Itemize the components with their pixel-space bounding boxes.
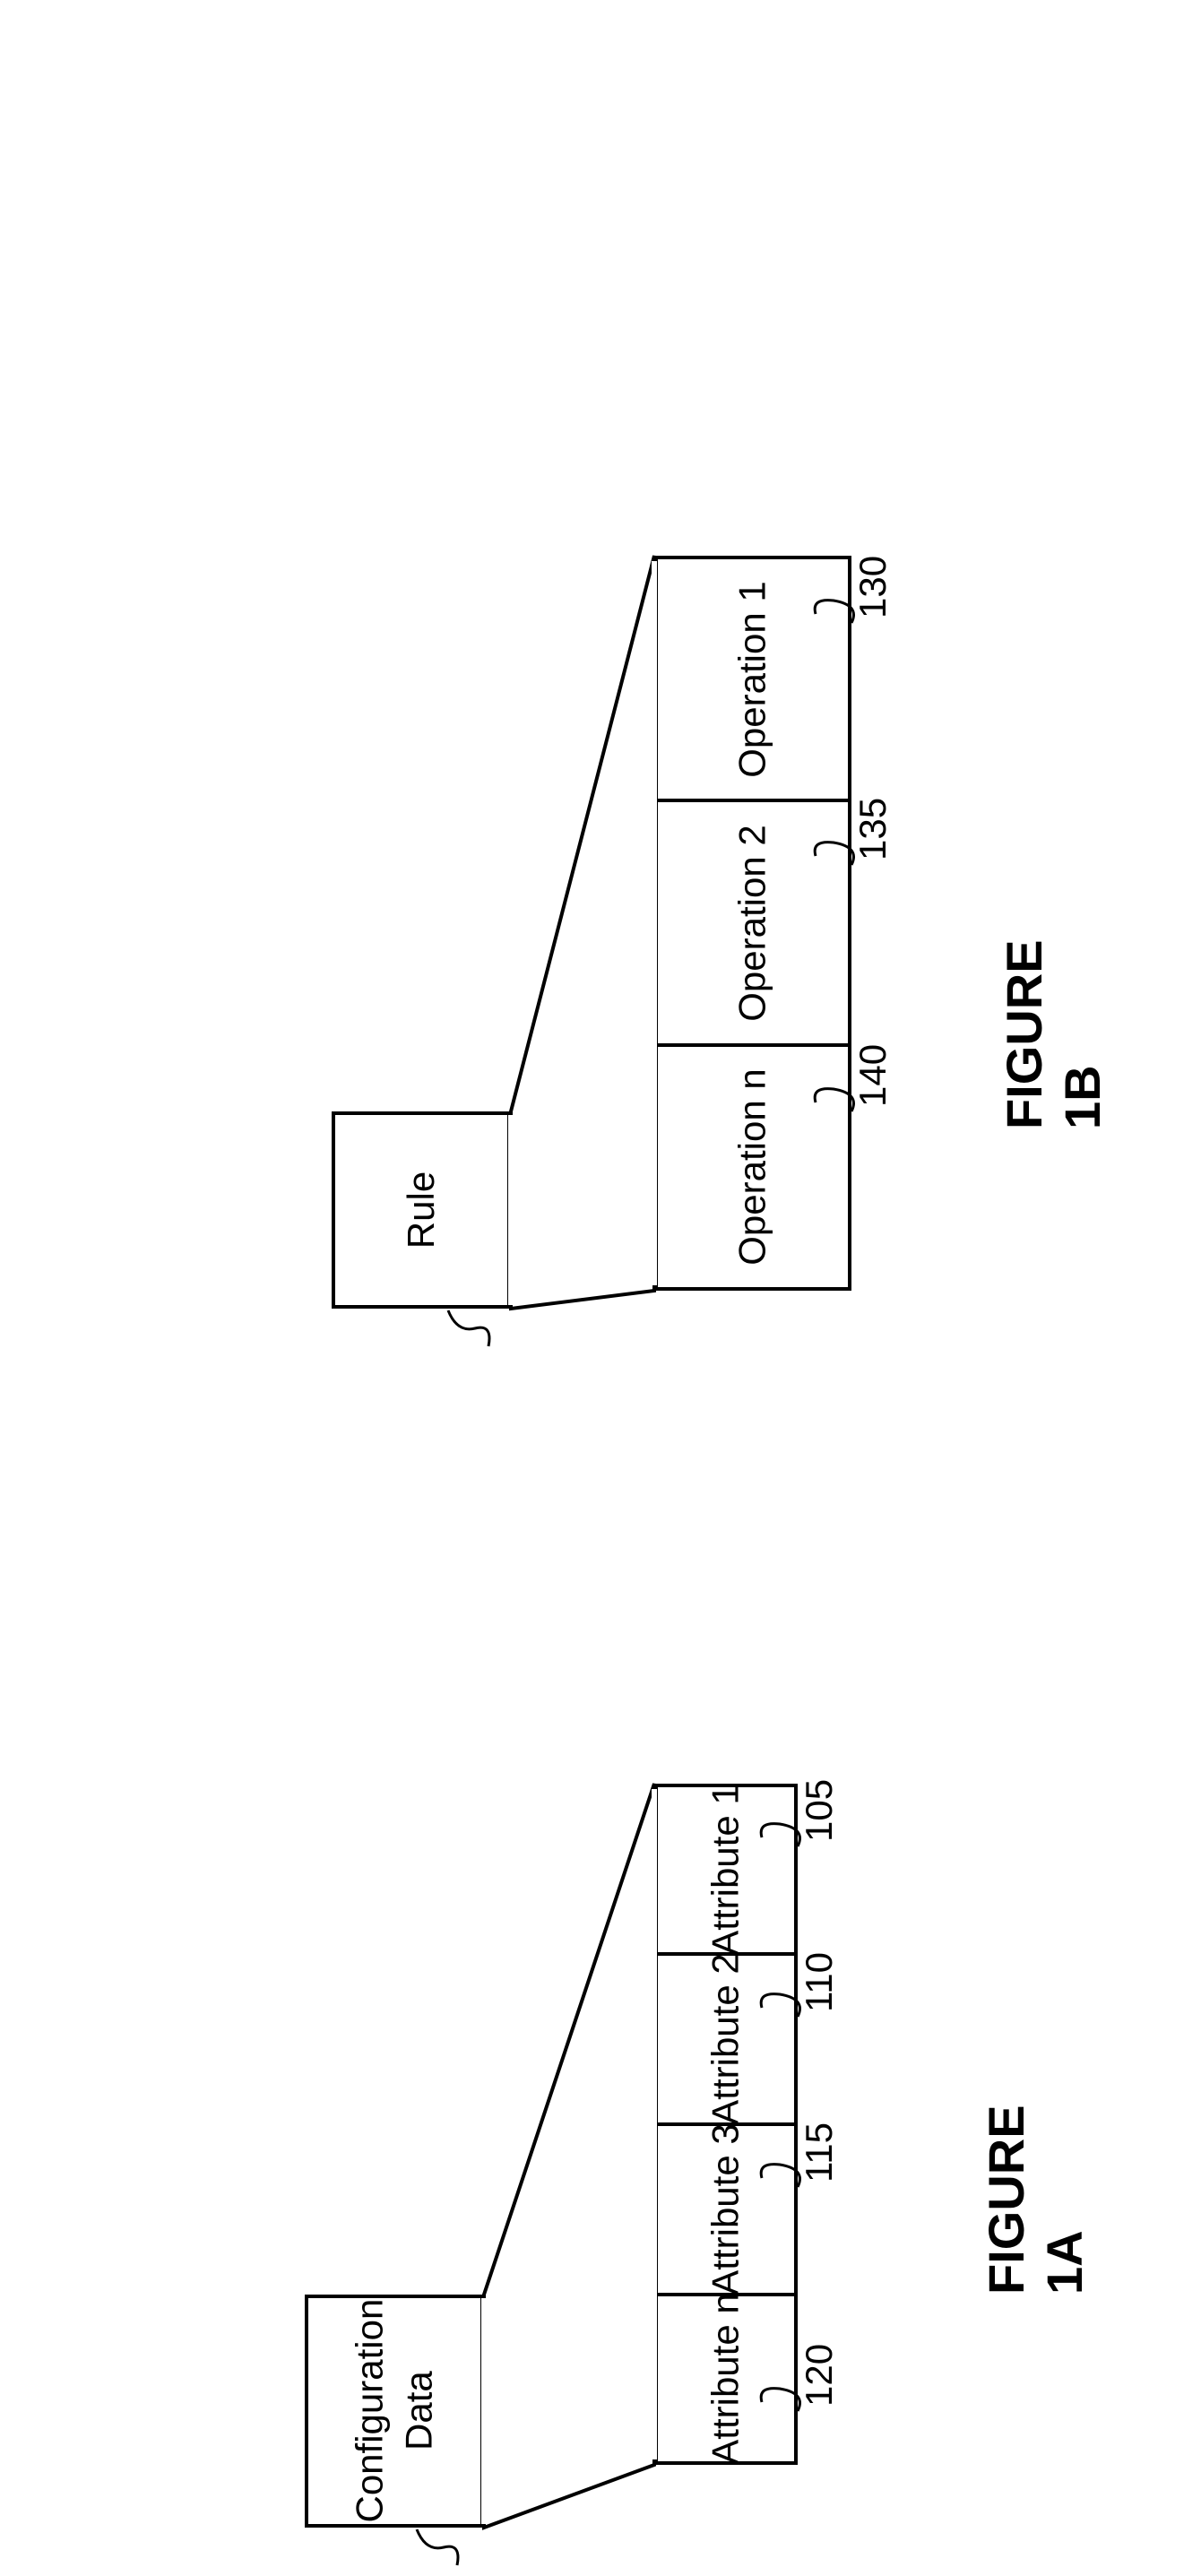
callout-100 xyxy=(417,2529,458,2565)
ref-105: 105 xyxy=(798,1779,841,1842)
operation-n-box: Operation n xyxy=(654,1045,851,1291)
attribute-3-label: Attribute 3 xyxy=(704,2123,747,2295)
attribute-2-label: Attribute 2 xyxy=(704,1953,747,2124)
rule-box: Rule xyxy=(332,1111,511,1309)
attribute-2-box: Attribute 2 xyxy=(654,1954,798,2124)
operation-1-box: Operation 1 xyxy=(654,556,851,800)
operation-n-label: Operation n xyxy=(731,1068,774,1265)
operation-2-label: Operation 2 xyxy=(731,825,774,1021)
attribute-n-box: Attribute n xyxy=(654,2295,798,2465)
ref-140: 140 xyxy=(851,1044,894,1107)
ref-135: 135 xyxy=(851,798,894,860)
callout-125 xyxy=(448,1310,489,1346)
config-data-box: Configuration Data xyxy=(305,2295,484,2528)
ref-125: 125 xyxy=(502,1174,545,1237)
operation-1-label: Operation 1 xyxy=(731,581,774,777)
ref-120: 120 xyxy=(798,2344,841,2407)
rule-label: Rule xyxy=(400,1171,443,1249)
operation-2-box: Operation 2 xyxy=(654,800,851,1045)
figure-1a-caption: FIGURE 1A xyxy=(977,2070,1093,2295)
ref-110: 110 xyxy=(798,1952,841,2012)
config-data-label: Configuration Data xyxy=(345,2299,443,2523)
attribute-n-label: Attribute n xyxy=(704,2293,747,2464)
ref-100: 100 xyxy=(475,2393,518,2456)
diagram-canvas: Configuration Data Attribute 1 Attribute… xyxy=(0,0,1201,2576)
ref-115: 115 xyxy=(798,2122,841,2183)
attribute-1-label: Attribute 1 xyxy=(704,1784,747,1955)
figure-1b-caption: FIGURE 1B xyxy=(995,923,1111,1129)
attribute-3-box: Attribute 3 xyxy=(654,2124,798,2295)
attribute-1-box: Attribute 1 xyxy=(654,1784,798,1954)
ref-130: 130 xyxy=(851,556,894,618)
